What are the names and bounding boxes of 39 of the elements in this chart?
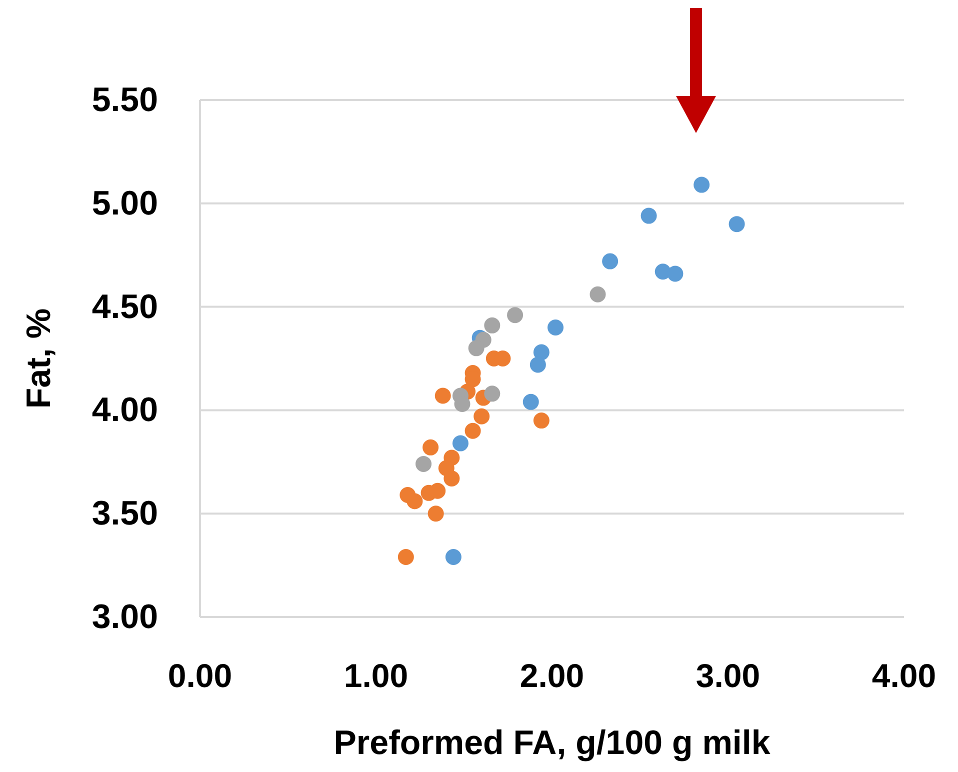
- point: [728, 216, 745, 232]
- point: [430, 482, 446, 499]
- point: [428, 506, 444, 522]
- point: [398, 549, 414, 566]
- point: [464, 422, 481, 439]
- point: [416, 456, 432, 472]
- point: [530, 356, 546, 373]
- x-axis-title: Preformed FA, g/100 g milk: [334, 724, 770, 762]
- point: [444, 470, 460, 486]
- point: [484, 317, 500, 334]
- y-tick-label: 4.00: [92, 391, 158, 430]
- point: [548, 319, 564, 336]
- point: [484, 386, 500, 402]
- y-tick-label: 4.50: [92, 288, 158, 326]
- point: [507, 307, 524, 324]
- point: [694, 176, 710, 193]
- point: [522, 394, 539, 410]
- x-tick-label: 4.00: [872, 657, 936, 694]
- point: [667, 266, 684, 282]
- x-tick-label: 0.00: [168, 657, 232, 694]
- point: [468, 340, 484, 356]
- x-tick-label: 2.00: [520, 657, 584, 694]
- y-tick-label: 3.50: [92, 494, 158, 533]
- point: [434, 388, 451, 404]
- y-tick-label: 5.00: [92, 184, 158, 222]
- y-tick-label: 3.00: [92, 598, 158, 636]
- point: [445, 549, 462, 566]
- y-tick-label: 5.50: [92, 81, 158, 119]
- point: [406, 493, 423, 510]
- point: [452, 435, 468, 452]
- point: [602, 253, 618, 270]
- point: [533, 412, 550, 429]
- point: [590, 286, 606, 302]
- point: [422, 439, 439, 456]
- y-axis-title: Fat, %: [20, 308, 58, 409]
- point: [474, 408, 490, 424]
- x-tick-label: 3.00: [696, 657, 760, 694]
- x-tick-label: 1.00: [344, 657, 408, 694]
- point: [640, 208, 657, 224]
